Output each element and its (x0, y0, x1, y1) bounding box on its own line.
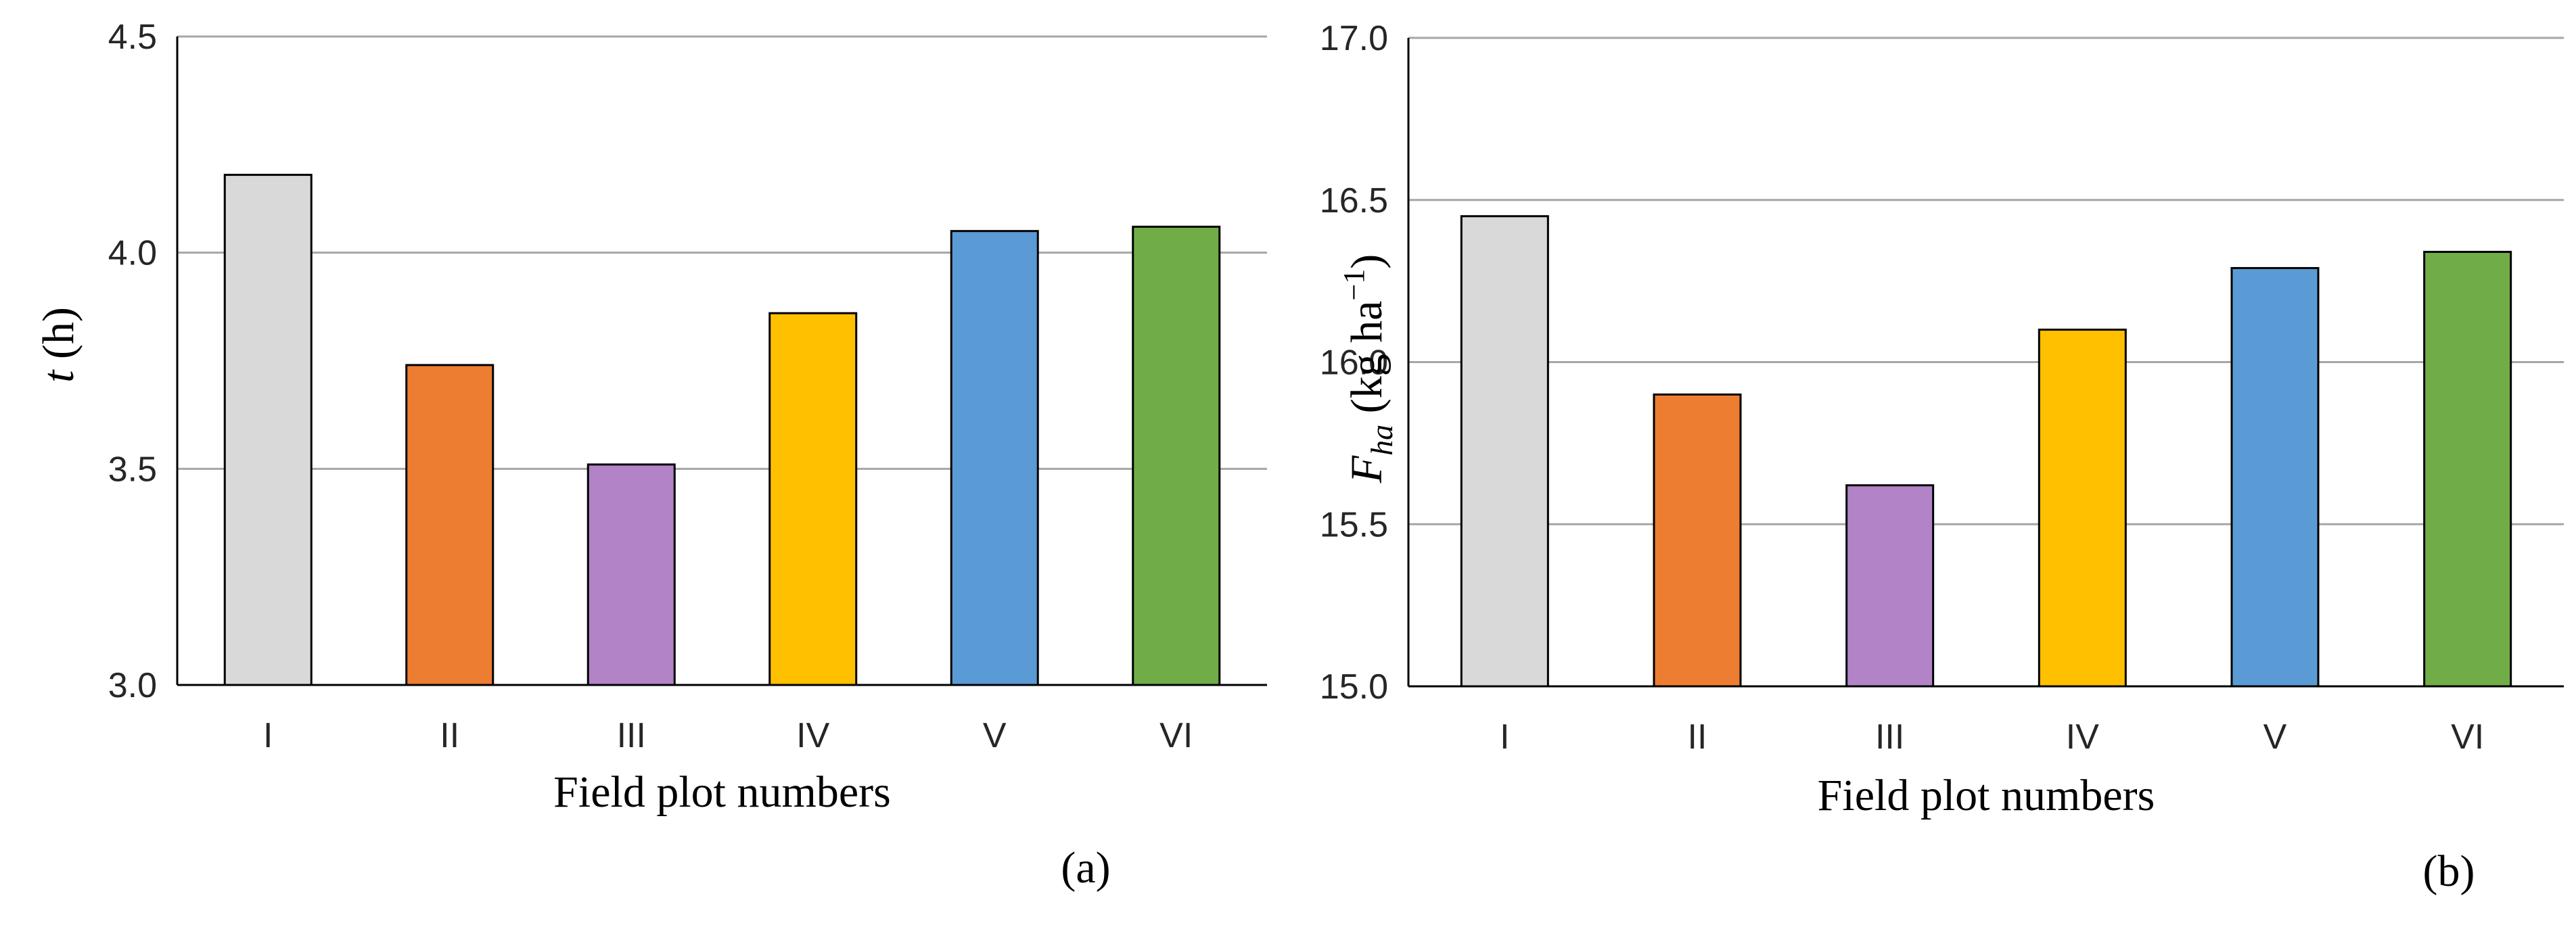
chart-a-bar-I (223, 174, 313, 686)
chart-a-panel-label: (a) (1061, 843, 1110, 893)
chart-a-x-tick-label: II (440, 716, 459, 755)
chart-a-bar-IV (768, 312, 858, 686)
chart-b-y-tick-label: 16.0 (1320, 343, 1388, 383)
chart-b-bar-III (1845, 484, 1935, 688)
chart-a-y-tick-label: 3.5 (108, 450, 157, 489)
chart-a-x-tick-label: I (263, 716, 273, 755)
chart-a-x-axis-label: Field plot numbers (553, 767, 891, 817)
chart-b-bar-I (1460, 215, 1549, 688)
chart-b-y-tick-label: 15.5 (1320, 505, 1388, 544)
chart-b-x-axis-label: Field plot numbers (1818, 771, 2155, 820)
chart-a-y-tick-label: 3.0 (108, 666, 157, 705)
chart-b-y-tick-label: 17.0 (1320, 19, 1388, 58)
chart-a-y-tick-label: 4.0 (108, 234, 157, 273)
chart-b-y-tick-label: 16.5 (1320, 181, 1388, 220)
chart-a-x-tick-label: V (983, 716, 1007, 755)
chart-b-x-tick-label: III (1875, 717, 1904, 757)
chart-a-bar-VI (1132, 225, 1221, 686)
chart-b-y-axis-label: Fha (kg ha−1) (1337, 254, 1399, 483)
chart-a-x-tick-label: III (617, 716, 646, 755)
chart-a-x-tick-label: VI (1159, 716, 1193, 755)
chart-b-x-tick-label: II (1688, 717, 1707, 757)
chart-b-bar-V (2230, 266, 2320, 688)
chart-b-bar-VI (2423, 250, 2512, 688)
chart-b-x-tick-label: IV (2066, 717, 2099, 757)
chart-a-y-axis-label: t (h) (34, 307, 83, 383)
chart-a-bar-III (586, 463, 676, 686)
chart-a-bar-V (950, 230, 1039, 686)
chart-b-panel-label: (b) (2423, 847, 2475, 896)
chart-b-x-tick-label: V (2263, 717, 2287, 757)
chart-b-x-tick-label: VI (2451, 717, 2484, 757)
chart-b-x-tick-label: I (1500, 717, 1509, 757)
chart-b-bar-II (1653, 393, 1742, 688)
chart-b-bar-IV (2038, 329, 2127, 688)
chart-a-bar-II (405, 364, 495, 686)
chart-a-x-tick-label: IV (796, 716, 829, 755)
chart-b-y-tick-label: 15.0 (1320, 667, 1388, 707)
chart-a-y-tick-label: 4.5 (108, 18, 157, 57)
